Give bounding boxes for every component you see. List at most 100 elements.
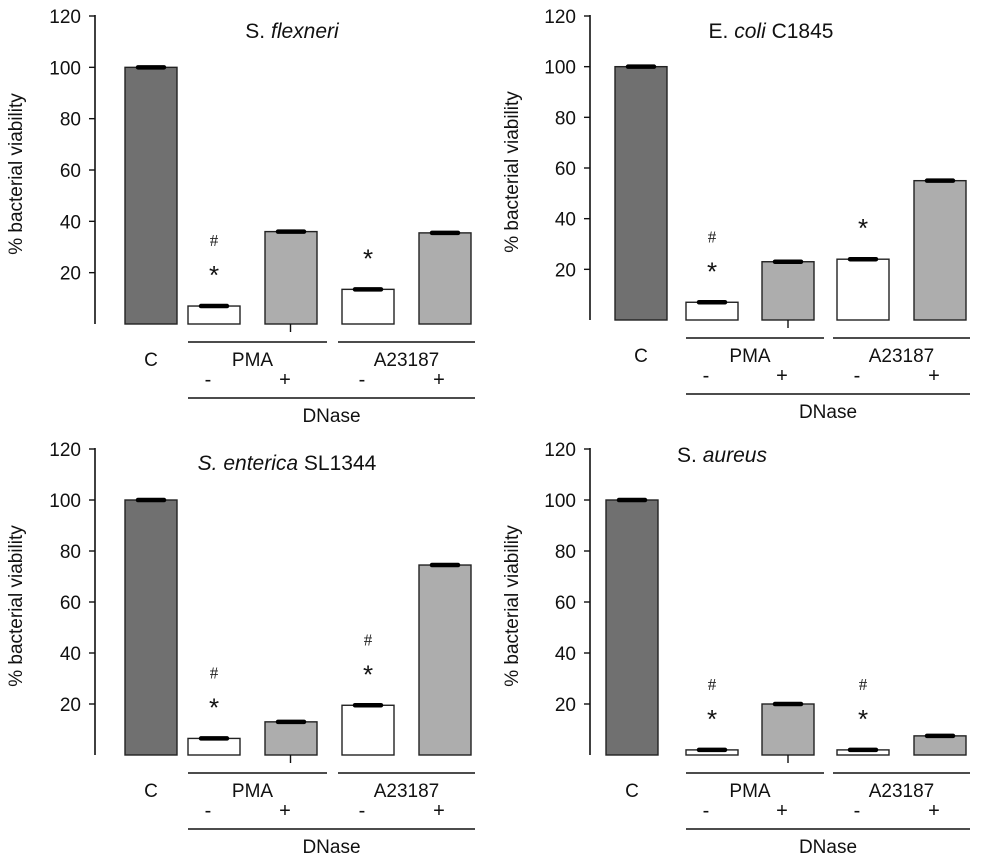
bar-2 xyxy=(264,230,318,325)
significance-star: * xyxy=(209,260,219,290)
dnase-minus: - xyxy=(205,369,212,391)
chart-title: S. flexneri xyxy=(245,20,340,43)
category-a23187: A23187 xyxy=(374,350,440,371)
chart-panel-3: S. enterica SL1344 % bacterial viability 2… xyxy=(6,440,475,858)
bar-0 xyxy=(124,499,178,756)
bar-3 xyxy=(341,288,395,325)
y-tick-label: 100 xyxy=(544,58,576,79)
bar-2 xyxy=(761,703,815,756)
dnase-minus: - xyxy=(359,369,366,391)
y-tick-label: 100 xyxy=(544,491,576,512)
category-a23187: A23187 xyxy=(374,781,440,802)
significance-star: * xyxy=(858,213,868,243)
title-species: aureus xyxy=(703,444,768,467)
y-tick-label: 20 xyxy=(60,695,81,716)
significance-hash: # xyxy=(859,675,868,694)
chart-title: E. coli C1845 xyxy=(709,20,834,43)
significance-star: * xyxy=(858,704,868,734)
dnase-minus: - xyxy=(205,800,212,822)
bar-4 xyxy=(913,179,967,321)
dnase-minus: - xyxy=(854,365,861,387)
chart-panel-4: S. aureus % bacterial viability 20 40 60 80 10… xyxy=(502,440,970,858)
y-tick-label: 40 xyxy=(555,644,576,665)
title-species: flexneri xyxy=(271,20,340,43)
y-tick-label: 20 xyxy=(555,260,576,281)
bar-0 xyxy=(605,499,659,756)
dnase-label: DNase xyxy=(799,402,857,423)
dnase-plus: + xyxy=(776,365,788,387)
dnase-minus: - xyxy=(359,800,366,822)
category-pma: PMA xyxy=(232,781,274,802)
y-axis-label: % bacterial viability xyxy=(502,91,523,253)
dnase-plus: + xyxy=(279,800,291,822)
y-tick-label: 20 xyxy=(60,264,81,285)
dnase-label: DNase xyxy=(302,837,360,858)
y-tick-label: 60 xyxy=(555,159,576,180)
dnase-plus: + xyxy=(433,369,445,391)
category-a23187: A23187 xyxy=(869,346,935,367)
bar-3 xyxy=(836,258,890,321)
significance-star: * xyxy=(363,659,373,689)
significance-star: * xyxy=(707,704,717,734)
y-tick-label: 60 xyxy=(555,593,576,614)
y-tick-label: 80 xyxy=(60,542,81,563)
dnase-label: DNase xyxy=(302,406,360,427)
y-tick-label: 120 xyxy=(544,7,576,28)
dnase-plus: + xyxy=(776,800,788,822)
y-tick-label: 80 xyxy=(555,542,576,563)
dnase-plus: + xyxy=(928,800,940,822)
y-tick-label: 120 xyxy=(544,440,576,461)
significance-hash: # xyxy=(708,675,717,694)
title-genus: S. xyxy=(245,20,265,43)
bar-4 xyxy=(418,564,472,756)
category-a23187: A23187 xyxy=(869,781,935,802)
y-tick-label: 60 xyxy=(60,593,81,614)
category-control: C xyxy=(144,350,158,371)
dnase-minus: - xyxy=(854,800,861,822)
category-control: C xyxy=(625,781,639,802)
category-pma: PMA xyxy=(232,350,274,371)
y-tick-label: 20 xyxy=(555,695,576,716)
title-genus: E. xyxy=(709,20,729,43)
chart-panel-1: S. flexneri % bacterial viability 20 40 60 80… xyxy=(6,7,475,427)
bar-1 xyxy=(187,737,241,756)
significance-hash: # xyxy=(210,231,219,250)
significance-star: * xyxy=(707,256,717,286)
bar-4 xyxy=(913,735,967,756)
dnase-label: DNase xyxy=(799,837,857,858)
title-species: S. enterica xyxy=(198,452,298,475)
dnase-minus: - xyxy=(703,800,710,822)
y-tick-label: 80 xyxy=(60,110,81,131)
y-tick-label: 100 xyxy=(49,491,81,512)
bar-2 xyxy=(761,261,815,321)
y-tick-label: 120 xyxy=(49,440,81,461)
bar-3 xyxy=(341,704,395,756)
dnase-minus: - xyxy=(703,365,710,387)
title-strain: C1845 xyxy=(772,20,834,43)
title-genus: S. xyxy=(677,444,697,467)
significance-star: * xyxy=(363,243,373,273)
bar-4 xyxy=(418,232,472,325)
y-tick-label: 80 xyxy=(555,108,576,129)
significance-hash: # xyxy=(708,227,717,246)
significance-hash: # xyxy=(364,630,373,649)
category-control: C xyxy=(634,346,648,367)
significance-star: * xyxy=(209,692,219,722)
category-pma: PMA xyxy=(729,346,771,367)
y-tick-label: 100 xyxy=(49,58,81,79)
bar-2 xyxy=(264,721,318,756)
y-tick-label: 120 xyxy=(49,7,81,28)
y-tick-label: 40 xyxy=(60,644,81,665)
y-tick-label: 40 xyxy=(555,210,576,231)
bar-0 xyxy=(614,65,668,321)
significance-hash: # xyxy=(210,663,219,682)
bar-1 xyxy=(187,305,241,325)
bar-1 xyxy=(685,301,739,321)
bar-0 xyxy=(124,66,178,325)
category-control: C xyxy=(144,781,158,802)
y-axis-label: % bacterial viability xyxy=(6,525,27,687)
y-tick-label: 40 xyxy=(60,212,81,233)
y-axis-label: % bacterial viability xyxy=(502,525,523,687)
dnase-plus: + xyxy=(279,369,291,391)
